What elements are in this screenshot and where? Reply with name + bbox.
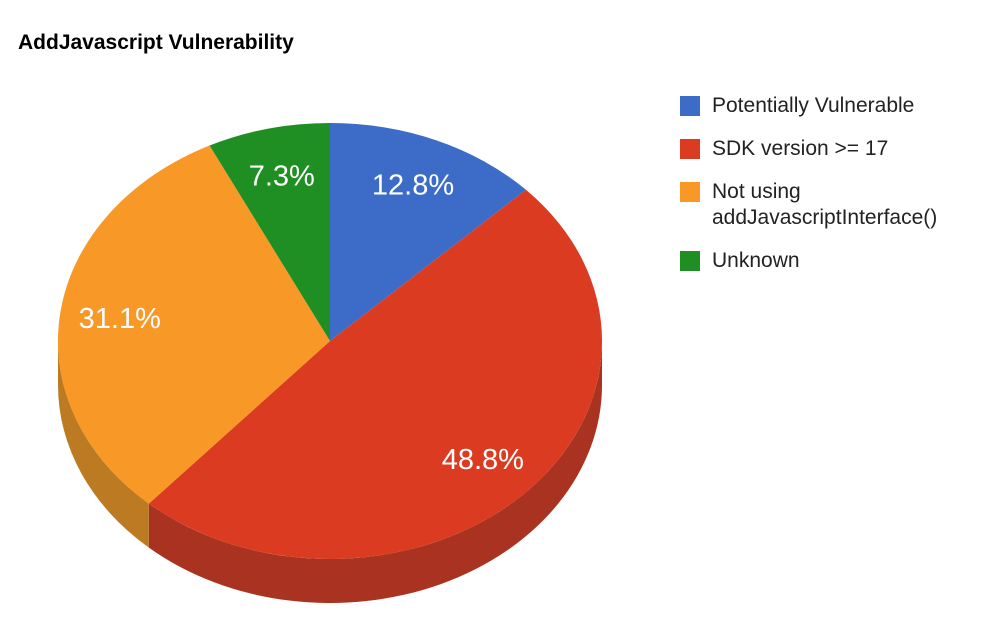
pie-slice-side-1 xyxy=(148,341,602,603)
pie-slice-0 xyxy=(330,123,526,341)
legend-label: Potentially Vulnerable xyxy=(712,94,915,117)
pie-slice-percent-label: 48.8% xyxy=(442,444,524,476)
chart-legend: Potentially Vulnerable SDK version >= 17 N… xyxy=(680,93,986,274)
pie-slice-percent-label: 31.1% xyxy=(79,303,161,335)
legend-color-swatch-icon xyxy=(680,182,700,202)
legend-color-swatch-icon xyxy=(680,251,700,271)
pie-slice-percent-label: 12.8% xyxy=(372,170,454,202)
legend-item: Unknown xyxy=(680,248,986,274)
legend-label: SDK version >= 17 xyxy=(712,137,889,160)
pie-slice-1 xyxy=(148,189,603,560)
pie-slice-3 xyxy=(209,123,330,341)
legend-item: SDK version >= 17 xyxy=(680,136,986,162)
legend-item: Potentially Vulnerable xyxy=(680,93,986,119)
legend-item: Not using addJavascriptInterface() xyxy=(680,179,986,231)
legend-color-swatch-icon xyxy=(680,96,700,116)
legend-label: Not using addJavascriptInterface() xyxy=(712,180,938,229)
pie-slice-side-2 xyxy=(57,341,149,548)
pie-slice-2 xyxy=(58,145,331,504)
legend-label: Unknown xyxy=(712,249,800,272)
chart-title: AddJavascript Vulnerability xyxy=(18,31,294,54)
pie-chart-3d: 12.8% 48.8% 31.1% 7.3% xyxy=(57,123,603,603)
pie-slice-percent-label: 7.3% xyxy=(249,161,315,193)
legend-color-swatch-icon xyxy=(680,139,700,159)
